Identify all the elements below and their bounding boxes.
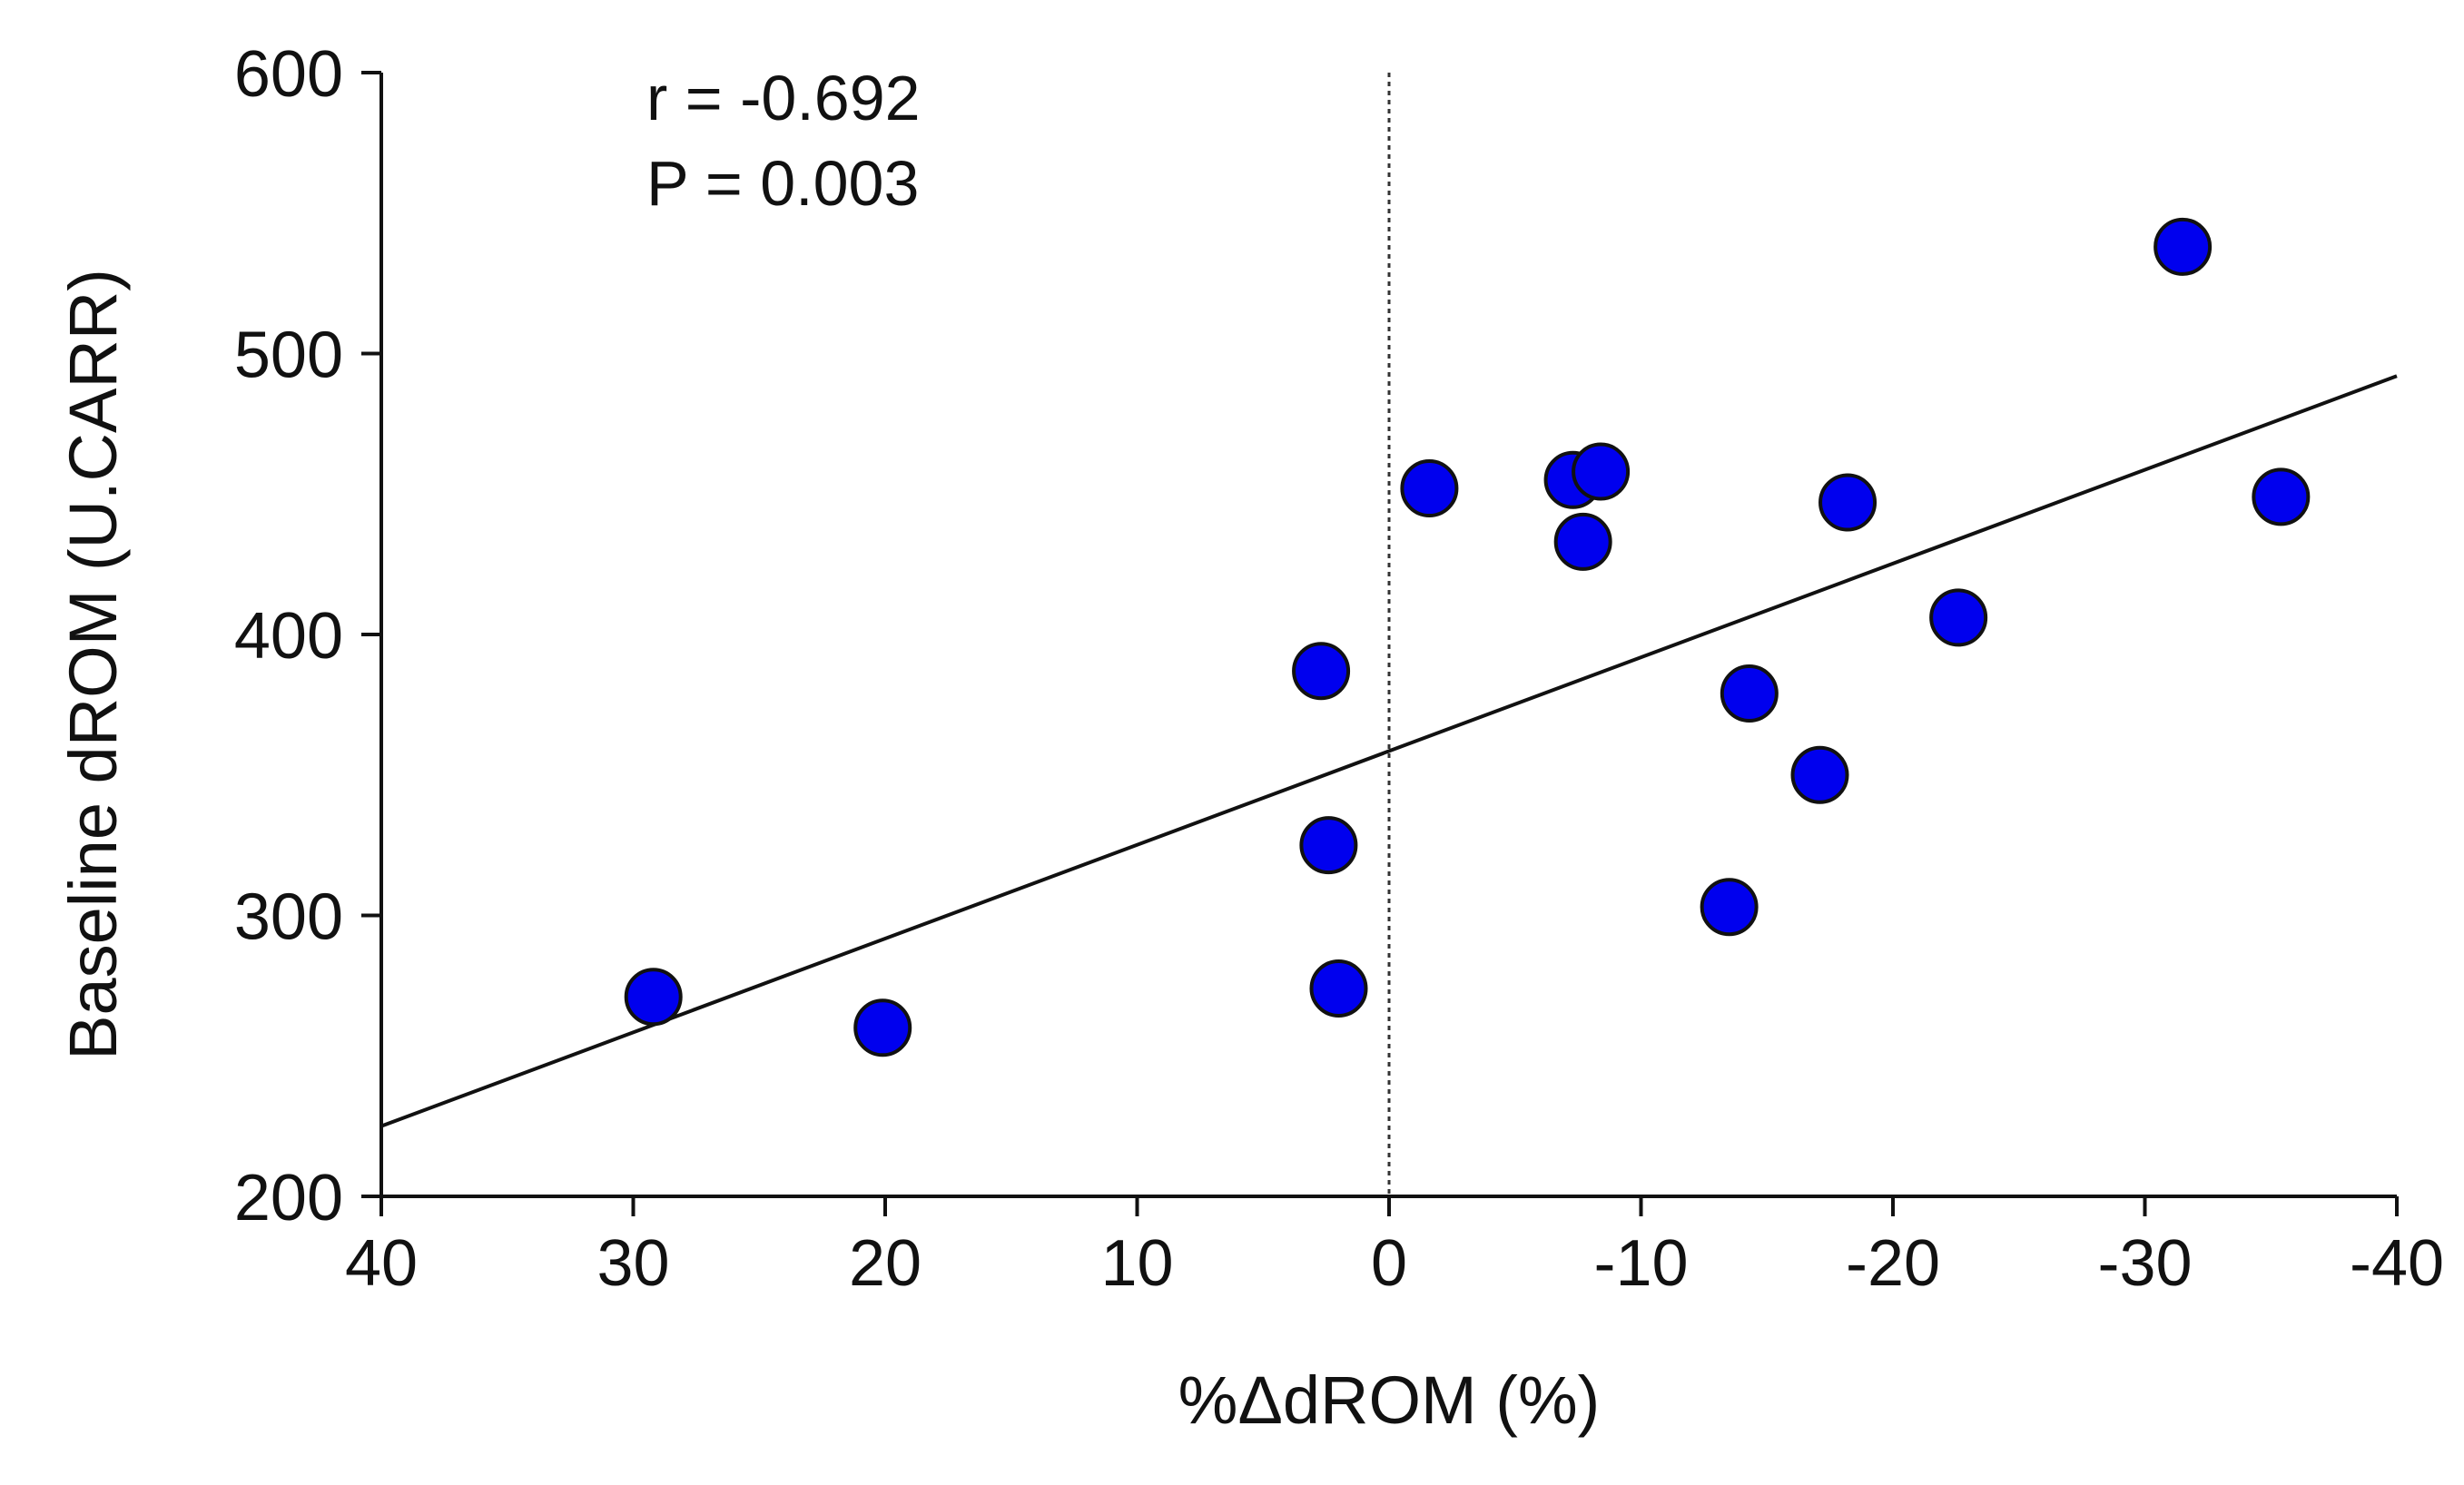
x-tick-label: -30 xyxy=(2097,1227,2192,1300)
data-point xyxy=(1400,459,1459,518)
x-tick-label: 0 xyxy=(1371,1227,1407,1300)
plot-area xyxy=(380,73,2398,1196)
p-value-annotation: P = 0.003 xyxy=(646,148,919,219)
data-point xyxy=(624,968,683,1027)
x-tick-label: -20 xyxy=(1846,1227,1940,1300)
data-point xyxy=(853,998,912,1057)
data-point xyxy=(2252,467,2311,526)
x-tick-label: 20 xyxy=(849,1227,922,1300)
ticks: 40 30 20 10 0 -10 -20 -30 -40 200 300 400 500 600 xyxy=(234,38,2444,1300)
y-tick-label: 600 xyxy=(234,38,343,111)
y-tick-label: 500 xyxy=(234,320,343,392)
data-point xyxy=(2154,217,2213,276)
data-point xyxy=(1790,745,1849,804)
y-axis-label: Baseline dROM (U.CARR) xyxy=(55,269,131,1060)
data-point xyxy=(1720,664,1779,723)
data-points xyxy=(624,217,2311,1057)
y-tick-label: 300 xyxy=(234,881,343,954)
data-point xyxy=(1818,473,1878,532)
y-tick-label: 400 xyxy=(234,600,343,673)
x-tick-label: 30 xyxy=(596,1227,669,1300)
data-point xyxy=(1700,878,1759,937)
regression-line xyxy=(380,374,2398,1128)
data-point xyxy=(1299,816,1358,875)
data-point xyxy=(1929,588,1988,647)
correlation-annotation: r = -0.692 xyxy=(646,63,921,133)
x-tick-label: -40 xyxy=(2350,1227,2444,1300)
y-tick-label: 200 xyxy=(234,1162,343,1234)
x-axis-label: %ΔdROM (%) xyxy=(1178,1362,1601,1438)
x-tick-label: 40 xyxy=(345,1227,418,1300)
data-point xyxy=(1572,442,1631,501)
x-tick-label: 10 xyxy=(1100,1227,1173,1300)
data-point xyxy=(1292,642,1351,701)
data-point xyxy=(1553,512,1612,571)
x-tick-label: -10 xyxy=(1593,1227,1688,1300)
data-point xyxy=(1309,959,1368,1018)
